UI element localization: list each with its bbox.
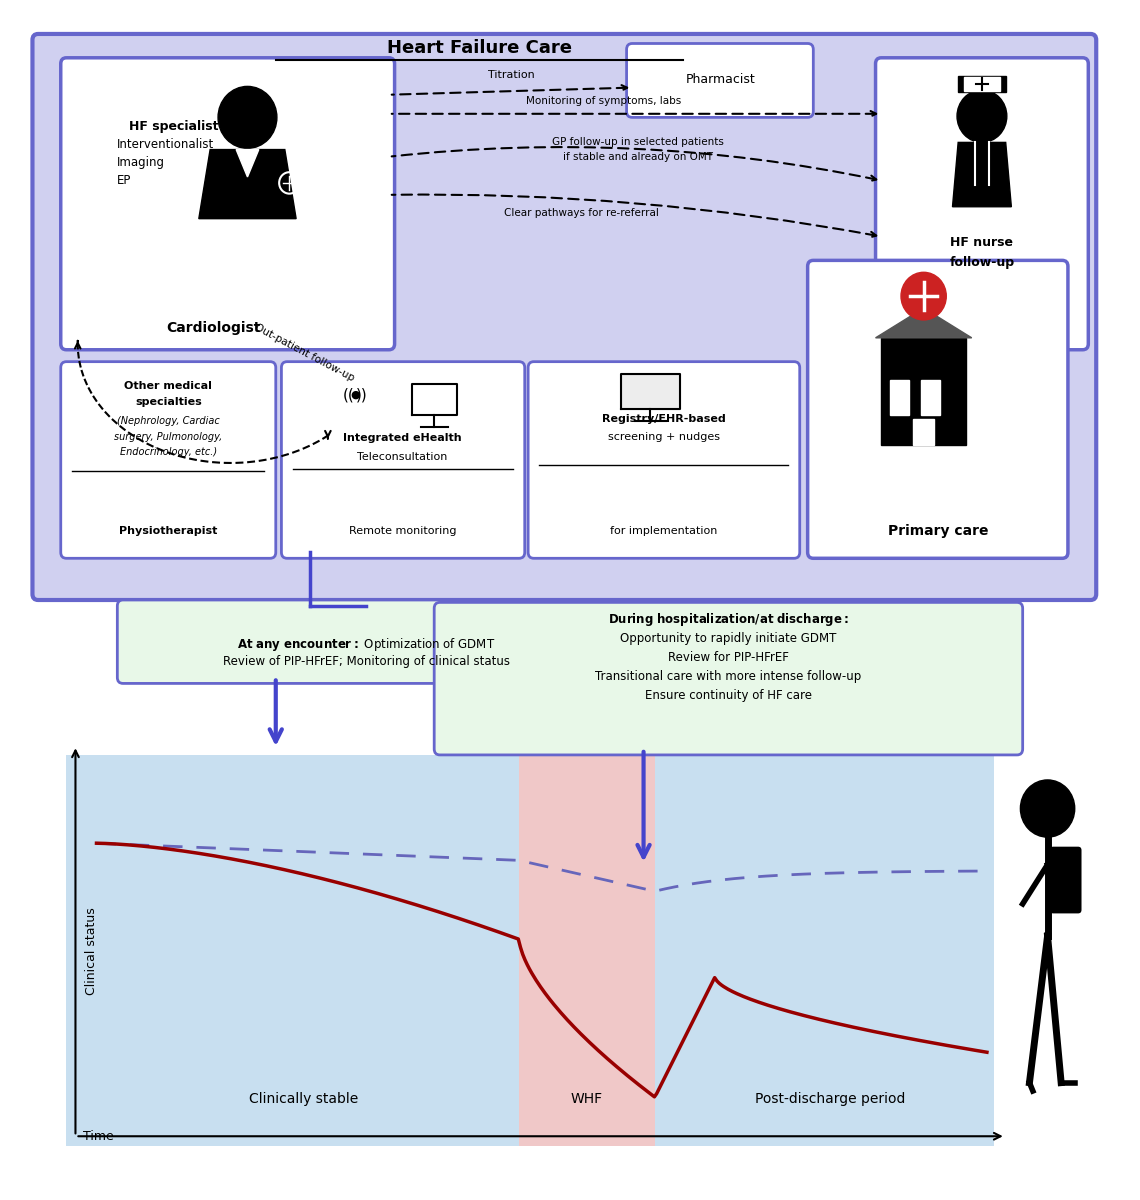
Text: Integrated eHealth: Integrated eHealth (343, 433, 462, 443)
Text: WHF: WHF (571, 1092, 603, 1106)
Text: $\mathbf{During\ hospitalization/at\ discharge:}$: $\mathbf{During\ hospitalization/at\ dis… (608, 611, 849, 628)
Text: Monitoring of symptoms, labs: Monitoring of symptoms, labs (527, 96, 682, 107)
Text: if stable and already on OMT: if stable and already on OMT (563, 152, 712, 162)
FancyBboxPatch shape (117, 600, 616, 684)
Polygon shape (236, 150, 259, 176)
Text: HF specialist: HF specialist (129, 120, 218, 133)
Text: Post-discharge period: Post-discharge period (755, 1092, 905, 1106)
FancyBboxPatch shape (876, 58, 1089, 349)
Text: EP: EP (117, 174, 132, 187)
Text: Imaging: Imaging (117, 156, 165, 169)
Text: Review for PIP-HFrEF: Review for PIP-HFrEF (668, 650, 789, 664)
Polygon shape (621, 373, 679, 409)
Circle shape (901, 272, 946, 320)
Text: Registry/EHR-based: Registry/EHR-based (602, 414, 726, 424)
FancyBboxPatch shape (528, 361, 800, 558)
FancyBboxPatch shape (60, 361, 276, 558)
FancyBboxPatch shape (32, 34, 1097, 600)
Bar (66, 755, 994, 1146)
Text: Interventionalist: Interventionalist (117, 138, 214, 151)
Polygon shape (921, 379, 940, 415)
Text: Cardiologist: Cardiologist (166, 322, 261, 335)
Text: Clinical status: Clinical status (84, 907, 98, 996)
FancyBboxPatch shape (434, 602, 1023, 755)
Polygon shape (958, 76, 1005, 92)
Polygon shape (890, 379, 910, 415)
Text: $\mathbf{At\ any\ encounter:}$ Optimization of GDMT: $\mathbf{At\ any\ encounter:}$ Optimizat… (237, 636, 496, 653)
Text: (Nephrology, Cardiac: (Nephrology, Cardiac (117, 416, 220, 426)
Text: Opportunity to rapidly initiate GDMT: Opportunity to rapidly initiate GDMT (620, 631, 837, 644)
Text: Review of PIP-HFrEF; Monitoring of clinical status: Review of PIP-HFrEF; Monitoring of clini… (222, 655, 510, 668)
FancyBboxPatch shape (807, 260, 1068, 558)
Text: Heart Failure Care: Heart Failure Care (386, 38, 572, 56)
Text: Clear pathways for re-referral: Clear pathways for re-referral (504, 209, 659, 218)
FancyBboxPatch shape (627, 43, 813, 118)
Text: for implementation: for implementation (610, 526, 717, 536)
Text: Other medical: Other medical (124, 380, 212, 390)
Text: HF nurse: HF nurse (951, 236, 1013, 250)
Text: Teleconsultation: Teleconsultation (357, 452, 448, 462)
Circle shape (1020, 780, 1075, 838)
Polygon shape (913, 419, 935, 445)
Bar (519, 755, 654, 1146)
Text: surgery, Pulmonology,: surgery, Pulmonology, (114, 432, 222, 442)
FancyBboxPatch shape (60, 58, 394, 349)
Text: Pharmacist: Pharmacist (685, 73, 756, 85)
FancyBboxPatch shape (1050, 847, 1082, 913)
Text: )): )) (356, 388, 367, 402)
Circle shape (956, 90, 1007, 143)
Text: specialties: specialties (135, 397, 202, 407)
Polygon shape (881, 338, 966, 445)
Text: Transitional care with more intense follow-up: Transitional care with more intense foll… (595, 670, 862, 683)
Text: Remote monitoring: Remote monitoring (349, 526, 456, 536)
Text: follow-up: follow-up (950, 257, 1015, 269)
Text: Out-patient follow-up: Out-patient follow-up (253, 322, 356, 383)
Polygon shape (876, 308, 971, 338)
FancyBboxPatch shape (282, 361, 524, 558)
Polygon shape (198, 150, 296, 218)
Polygon shape (963, 77, 1000, 91)
Text: Endocrinology, etc.): Endocrinology, etc.) (120, 448, 217, 457)
Text: Clinically stable: Clinically stable (250, 1092, 359, 1106)
Text: GP follow-up in selected patients: GP follow-up in selected patients (552, 137, 724, 146)
Text: screening + nudges: screening + nudges (608, 432, 720, 442)
Polygon shape (953, 143, 1011, 206)
Text: ((: (( (342, 388, 355, 402)
Text: Ensure continuity of HF care: Ensure continuity of HF care (645, 689, 812, 702)
Text: Time: Time (83, 1129, 114, 1142)
Text: Titration: Titration (488, 70, 535, 80)
Text: Primary care: Primary care (888, 524, 988, 538)
Text: ●: ● (350, 390, 360, 400)
Text: Physiotherapist: Physiotherapist (119, 526, 218, 536)
Circle shape (218, 86, 277, 149)
